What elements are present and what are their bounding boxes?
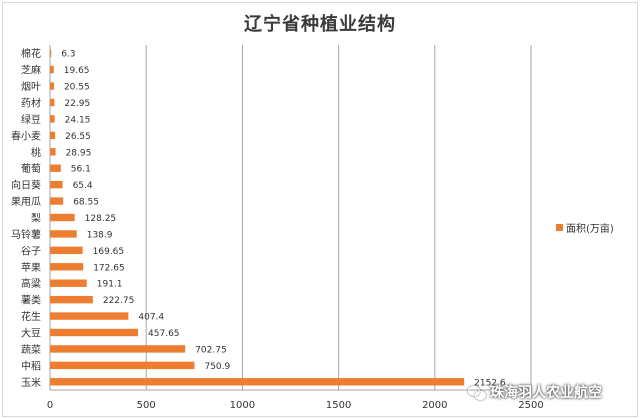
category-label: 中稻 — [21, 359, 41, 372]
value-label: 6.3 — [61, 50, 75, 60]
x-tick-label: 1000 — [230, 400, 255, 411]
bar-绿豆 — [50, 115, 55, 123]
value-label: 169.65 — [93, 247, 125, 257]
category-label: 玉米 — [21, 376, 41, 389]
category-label: 马铃薯 — [11, 228, 41, 241]
category-label: 谷子 — [21, 245, 41, 257]
category-label: 烟叶 — [21, 80, 41, 93]
category-labels: 棉花芝麻烟叶药材绿豆春小麦桃葡萄向日葵果用瓜梨马铃薯谷子苹果高粱薯类花生大豆蔬菜… — [11, 47, 41, 389]
category-label: 高粱 — [21, 277, 41, 290]
bar-马铃薯 — [50, 230, 77, 238]
bar-蔬菜 — [50, 345, 186, 353]
value-label: 702.75 — [195, 345, 227, 355]
wechat-icon — [468, 385, 486, 400]
value-label: 19.65 — [64, 66, 90, 76]
category-label: 薯类 — [21, 294, 41, 307]
category-label: 春小麦 — [11, 130, 41, 142]
x-tick-label: 0 — [47, 400, 53, 411]
bar-桃 — [50, 148, 56, 156]
bar-玉米 — [50, 378, 465, 386]
category-label: 果用瓜 — [11, 196, 41, 208]
value-label: 2152.6 — [474, 378, 506, 388]
bar-芝麻 — [50, 65, 54, 74]
bar-向日葵 — [50, 180, 63, 189]
value-label: 22.95 — [64, 99, 90, 109]
category-label: 梨 — [31, 212, 41, 225]
bar-果用瓜 — [50, 197, 64, 205]
watermark: 珠海羽人农业航空 — [468, 382, 602, 402]
category-label: 棉花 — [21, 47, 41, 60]
value-label: 28.95 — [66, 148, 92, 158]
category-label: 药材 — [21, 97, 41, 110]
value-label: 128.25 — [85, 214, 117, 224]
x-tick-label: 1500 — [326, 400, 351, 411]
bar-梨 — [50, 213, 75, 222]
value-label: 26.55 — [65, 132, 91, 142]
chart-title: 辽宁省种植业结构 — [244, 14, 396, 35]
bar-葡萄 — [50, 164, 61, 172]
category-label: 葡萄 — [21, 162, 41, 175]
category-label: 绿豆 — [21, 113, 41, 126]
value-label: 172.65 — [93, 263, 125, 273]
value-label: 457.65 — [148, 329, 180, 339]
bar-苹果 — [50, 263, 84, 271]
value-labels: 6.3 19.65 20.55 22.95 24.15 26.55 28.95 56.1 65.… — [61, 50, 506, 389]
bar-棉花 — [50, 49, 52, 57]
bar-花生 — [50, 312, 129, 320]
value-label: 20.55 — [64, 83, 90, 93]
bars — [50, 49, 465, 386]
bar-药材 — [50, 98, 55, 107]
category-label: 大豆 — [21, 327, 41, 340]
value-label: 750.9 — [204, 362, 230, 372]
legend: 面积(万亩) — [556, 220, 614, 235]
bar-大豆 — [50, 328, 139, 337]
legend-label: 面积(万亩) — [566, 224, 614, 235]
x-tick-label: 2000 — [422, 400, 447, 411]
category-label: 花生 — [21, 310, 41, 323]
category-label: 向日葵 — [11, 179, 41, 192]
bar-烟叶 — [50, 82, 54, 90]
category-label: 芝麻 — [21, 64, 41, 77]
category-label: 苹果 — [21, 261, 41, 274]
x-tick-label: 500 — [137, 400, 156, 411]
bar-中稻 — [50, 361, 195, 370]
bar-春小麦 — [50, 131, 56, 140]
value-label: 65.4 — [73, 181, 93, 191]
x-tick-label: 2500 — [518, 400, 543, 411]
category-label: 蔬菜 — [21, 344, 41, 356]
value-label: 191.1 — [97, 280, 123, 290]
watermark-text: 珠海羽人农业航空 — [490, 385, 602, 401]
value-label: 222.75 — [103, 296, 135, 306]
x-tick-labels: 0 500 1000 1500 2000 2500 — [47, 400, 544, 411]
category-label: 桃 — [31, 146, 41, 159]
legend-swatch — [556, 224, 563, 231]
value-label: 407.4 — [138, 313, 164, 323]
value-label: 24.15 — [65, 115, 91, 125]
bar-谷子 — [50, 246, 83, 255]
grid-lines — [49, 45, 532, 391]
value-label: 138.9 — [87, 230, 113, 240]
value-label: 56.1 — [71, 165, 91, 175]
bar-高粱 — [50, 279, 87, 287]
value-label: 68.55 — [73, 198, 99, 208]
bar-薯类 — [50, 295, 93, 304]
